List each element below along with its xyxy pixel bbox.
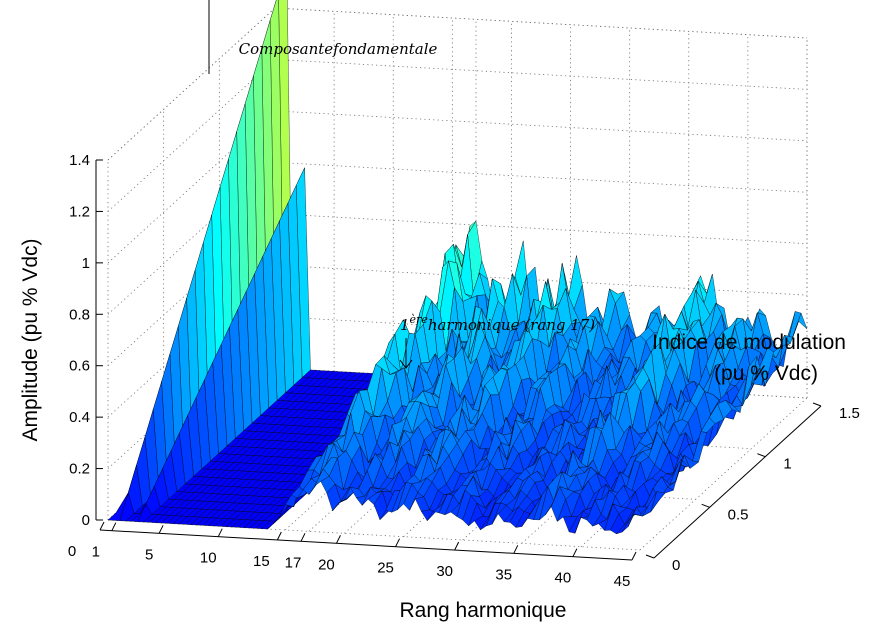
surface-layer (107, 0, 808, 535)
x-tick-mark (99, 521, 105, 531)
grid-line (274, 213, 808, 245)
x-tick-mark (217, 528, 223, 537)
x-tick-mark (158, 525, 164, 534)
annotation-first-harmonic-prefix: 1 (400, 316, 410, 334)
x-tick-mark (300, 533, 306, 542)
annotation-fundamental: Composantefondamentale (239, 40, 438, 58)
x-tick-mark (572, 548, 578, 557)
z-tick-label: 1.4 (69, 152, 90, 169)
x-tick-mark (111, 522, 117, 531)
y-axis-label-line-1: Indice de modulation (652, 331, 846, 354)
y-tick-mark (701, 503, 710, 508)
ticks-layer: 00.20.40.60.811.21.40 1 5 10 15 17 20 25 30 35 40 4… (68, 152, 860, 590)
annotation-first-harmonic: 1èreharmonique (rang 17) (400, 313, 595, 334)
annotation-first-harmonic-sup: ère (410, 313, 429, 326)
y-tick-mark (757, 453, 766, 458)
x-tick-label: 0 (68, 543, 76, 560)
x-tick-label: 40 (555, 570, 572, 587)
axes-layer (95, 160, 822, 561)
y-axis-label: Indice de modulation (pu % Vdc) (652, 331, 852, 385)
z-tick-label: 1.2 (69, 203, 90, 220)
grid-line (274, 110, 808, 142)
z-tick-label: 0.6 (69, 358, 90, 375)
y-tick-label: 0 (672, 557, 680, 574)
y-tick-label: 0.5 (728, 506, 749, 523)
annotation-arrowhead (399, 359, 413, 369)
x-tick-mark (276, 531, 282, 541)
z-tick-label: 1 (82, 255, 90, 272)
x-tick-mark (631, 551, 637, 561)
x-tick-mark (335, 535, 341, 544)
x-tick-label: 10 (200, 550, 217, 567)
x-tick-mark (513, 545, 519, 554)
z-tick-label: 0.8 (69, 306, 90, 323)
grid-line (274, 264, 808, 296)
y-tick-mark (645, 554, 655, 559)
y-tick-label: 1.5 (839, 405, 860, 422)
x-tick-label: 35 (495, 566, 512, 583)
annotation-first-harmonic-text: harmonique (rang 17) (428, 316, 595, 334)
y-tick-mark (812, 402, 822, 407)
x-tick-label: 25 (377, 560, 394, 577)
x-tick-mark (395, 538, 401, 547)
x-axis-line (99, 529, 633, 561)
grid-line (274, 161, 808, 193)
x-tick-label: 17 (285, 554, 302, 571)
surface-patch (633, 505, 649, 517)
y-axis-line (653, 405, 822, 559)
grid-line (274, 59, 808, 90)
grid-line (274, 316, 808, 347)
x-tick-label: 20 (318, 556, 335, 573)
z-tick-label: 0.2 (69, 461, 90, 478)
x-tick-label: 30 (436, 563, 453, 580)
x-tick-mark (454, 541, 460, 551)
z-axis-label: Amplitude (pu % Vdc) (19, 238, 42, 441)
y-tick-label: 1 (783, 456, 791, 473)
x-tick-label: 15 (253, 553, 270, 570)
x-tick-label: 5 (145, 546, 153, 563)
z-tick-label: 0.4 (69, 409, 90, 426)
annotation-layer: Composantefondamentale 1èreharmonique (ra… (208, 0, 595, 369)
x-tick-label: 45 (614, 573, 631, 590)
y-axis-label-line-2: (pu % Vdc) (714, 362, 818, 385)
x-tick-label: 1 (92, 544, 100, 561)
grid-line (274, 7, 808, 39)
x-axis-label: Rang harmonique (400, 599, 567, 622)
z-tick-label: 0 (82, 512, 90, 529)
